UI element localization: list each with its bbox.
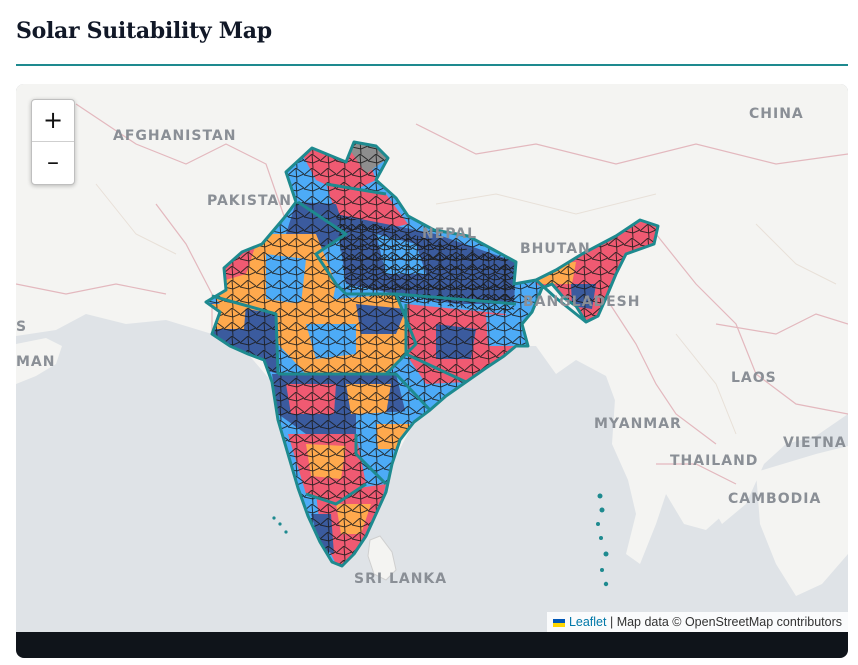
state-borders — [204, 140, 660, 568]
map-frame: CHINA AFGHANISTAN PAKISTAN NEPAL BHUTAN … — [16, 84, 848, 658]
label-iran: S — [16, 319, 27, 335]
label-laos: LAOS — [731, 370, 777, 386]
map-attribution: Leaflet | Map data © OpenStreetMap contr… — [546, 612, 848, 632]
label-sri-lanka: SRI LANKA — [354, 571, 447, 587]
islands — [272, 493, 609, 587]
label-oman: MAN — [16, 354, 55, 370]
roads — [95, 183, 837, 435]
label-afghanistan: AFGHANISTAN — [113, 128, 236, 144]
label-thailand: THAILAND — [670, 453, 758, 469]
sri-lanka — [367, 535, 397, 581]
land-vietnam — [756, 446, 848, 596]
attribution-separator: | — [606, 615, 617, 629]
basemap: CHINA AFGHANISTAN PAKISTAN NEPAL BHUTAN … — [16, 84, 848, 632]
zoom-out-button[interactable]: – — [47, 148, 59, 176]
leaflet-link[interactable]: Leaflet — [568, 615, 607, 629]
attribution-text: Map data © OpenStreetMap contributors — [616, 615, 842, 629]
label-vietnam: VIETNA — [783, 435, 847, 451]
label-myanmar: MYANMAR — [594, 416, 682, 432]
label-bangladesh: BANGLADESH — [523, 294, 640, 310]
land-indochina — [612, 384, 736, 564]
title-divider — [16, 64, 848, 66]
label-nepal: NEPAL — [422, 226, 477, 242]
zoom-control: + – — [31, 99, 75, 185]
map-canvas[interactable]: CHINA AFGHANISTAN PAKISTAN NEPAL BHUTAN … — [16, 84, 848, 632]
zoom-in-button[interactable]: + — [32, 100, 74, 142]
label-bhutan: BHUTAN — [520, 241, 591, 257]
label-china: CHINA — [749, 106, 804, 122]
land-oman — [16, 338, 62, 384]
label-pakistan: PAKISTAN — [207, 193, 292, 209]
page-title: Solar Suitability Map — [16, 18, 272, 44]
label-cambodia: CAMBODIA — [728, 491, 821, 507]
ukraine-flag-icon — [552, 619, 565, 627]
country-borders — [16, 103, 848, 485]
